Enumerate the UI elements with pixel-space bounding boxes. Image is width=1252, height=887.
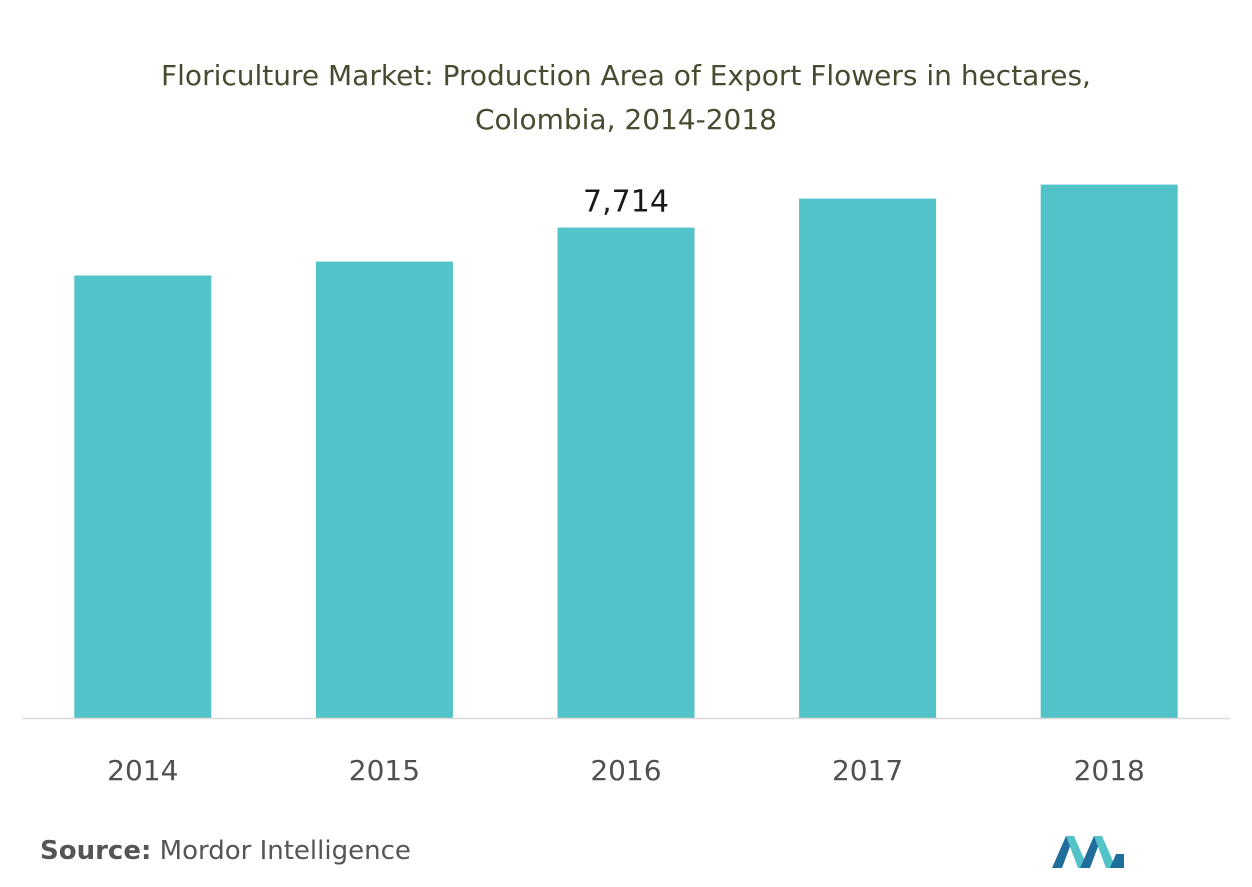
bar-2017 bbox=[799, 198, 937, 719]
x-tick-label-2014: 2014 bbox=[107, 754, 178, 787]
x-tick-label-2017: 2017 bbox=[832, 754, 903, 787]
chart-title-line-2: Colombia, 2014-2018 bbox=[475, 103, 777, 136]
x-tick-label-2015: 2015 bbox=[349, 754, 420, 787]
source-text: Mordor Intelligence bbox=[159, 836, 411, 866]
bar-2016 bbox=[557, 227, 695, 718]
bar-2015 bbox=[315, 261, 453, 718]
mordor-intelligence-logo-icon bbox=[1052, 836, 1124, 868]
bar-2018 bbox=[1040, 184, 1178, 719]
chart-title-line-1: Floriculture Market: Production Area of … bbox=[161, 59, 1091, 92]
source-label: Source: bbox=[40, 836, 152, 866]
chart-title: Floriculture Market: Production Area of … bbox=[0, 54, 1252, 142]
data-label-2016: 7,714 bbox=[583, 185, 669, 220]
bar-2014 bbox=[74, 275, 212, 718]
x-tick-label-2016: 2016 bbox=[590, 754, 661, 787]
x-tick-label-2018: 2018 bbox=[1074, 754, 1145, 787]
source-note: Source: Mordor Intelligence bbox=[40, 836, 411, 866]
